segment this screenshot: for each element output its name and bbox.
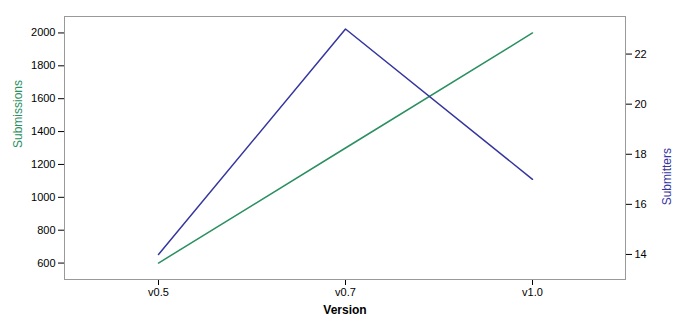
svg-text:14: 14 xyxy=(635,248,647,260)
svg-text:800: 800 xyxy=(37,224,55,236)
svg-text:1000: 1000 xyxy=(31,191,55,203)
svg-text:1200: 1200 xyxy=(31,158,55,170)
svg-text:v0.5: v0.5 xyxy=(148,286,169,298)
svg-text:20: 20 xyxy=(635,98,647,110)
svg-text:1600: 1600 xyxy=(31,92,55,104)
svg-text:Version: Version xyxy=(323,303,366,317)
svg-text:600: 600 xyxy=(37,257,55,269)
svg-text:v1.0: v1.0 xyxy=(522,286,543,298)
svg-text:1800: 1800 xyxy=(31,59,55,71)
svg-text:v0.7: v0.7 xyxy=(335,286,356,298)
svg-text:22: 22 xyxy=(635,48,647,60)
svg-text:1400: 1400 xyxy=(31,125,55,137)
svg-text:18: 18 xyxy=(635,148,647,160)
svg-text:2000: 2000 xyxy=(31,26,55,38)
svg-text:Submitters: Submitters xyxy=(660,148,674,205)
svg-text:Submissions: Submissions xyxy=(11,80,25,148)
svg-text:16: 16 xyxy=(635,198,647,210)
